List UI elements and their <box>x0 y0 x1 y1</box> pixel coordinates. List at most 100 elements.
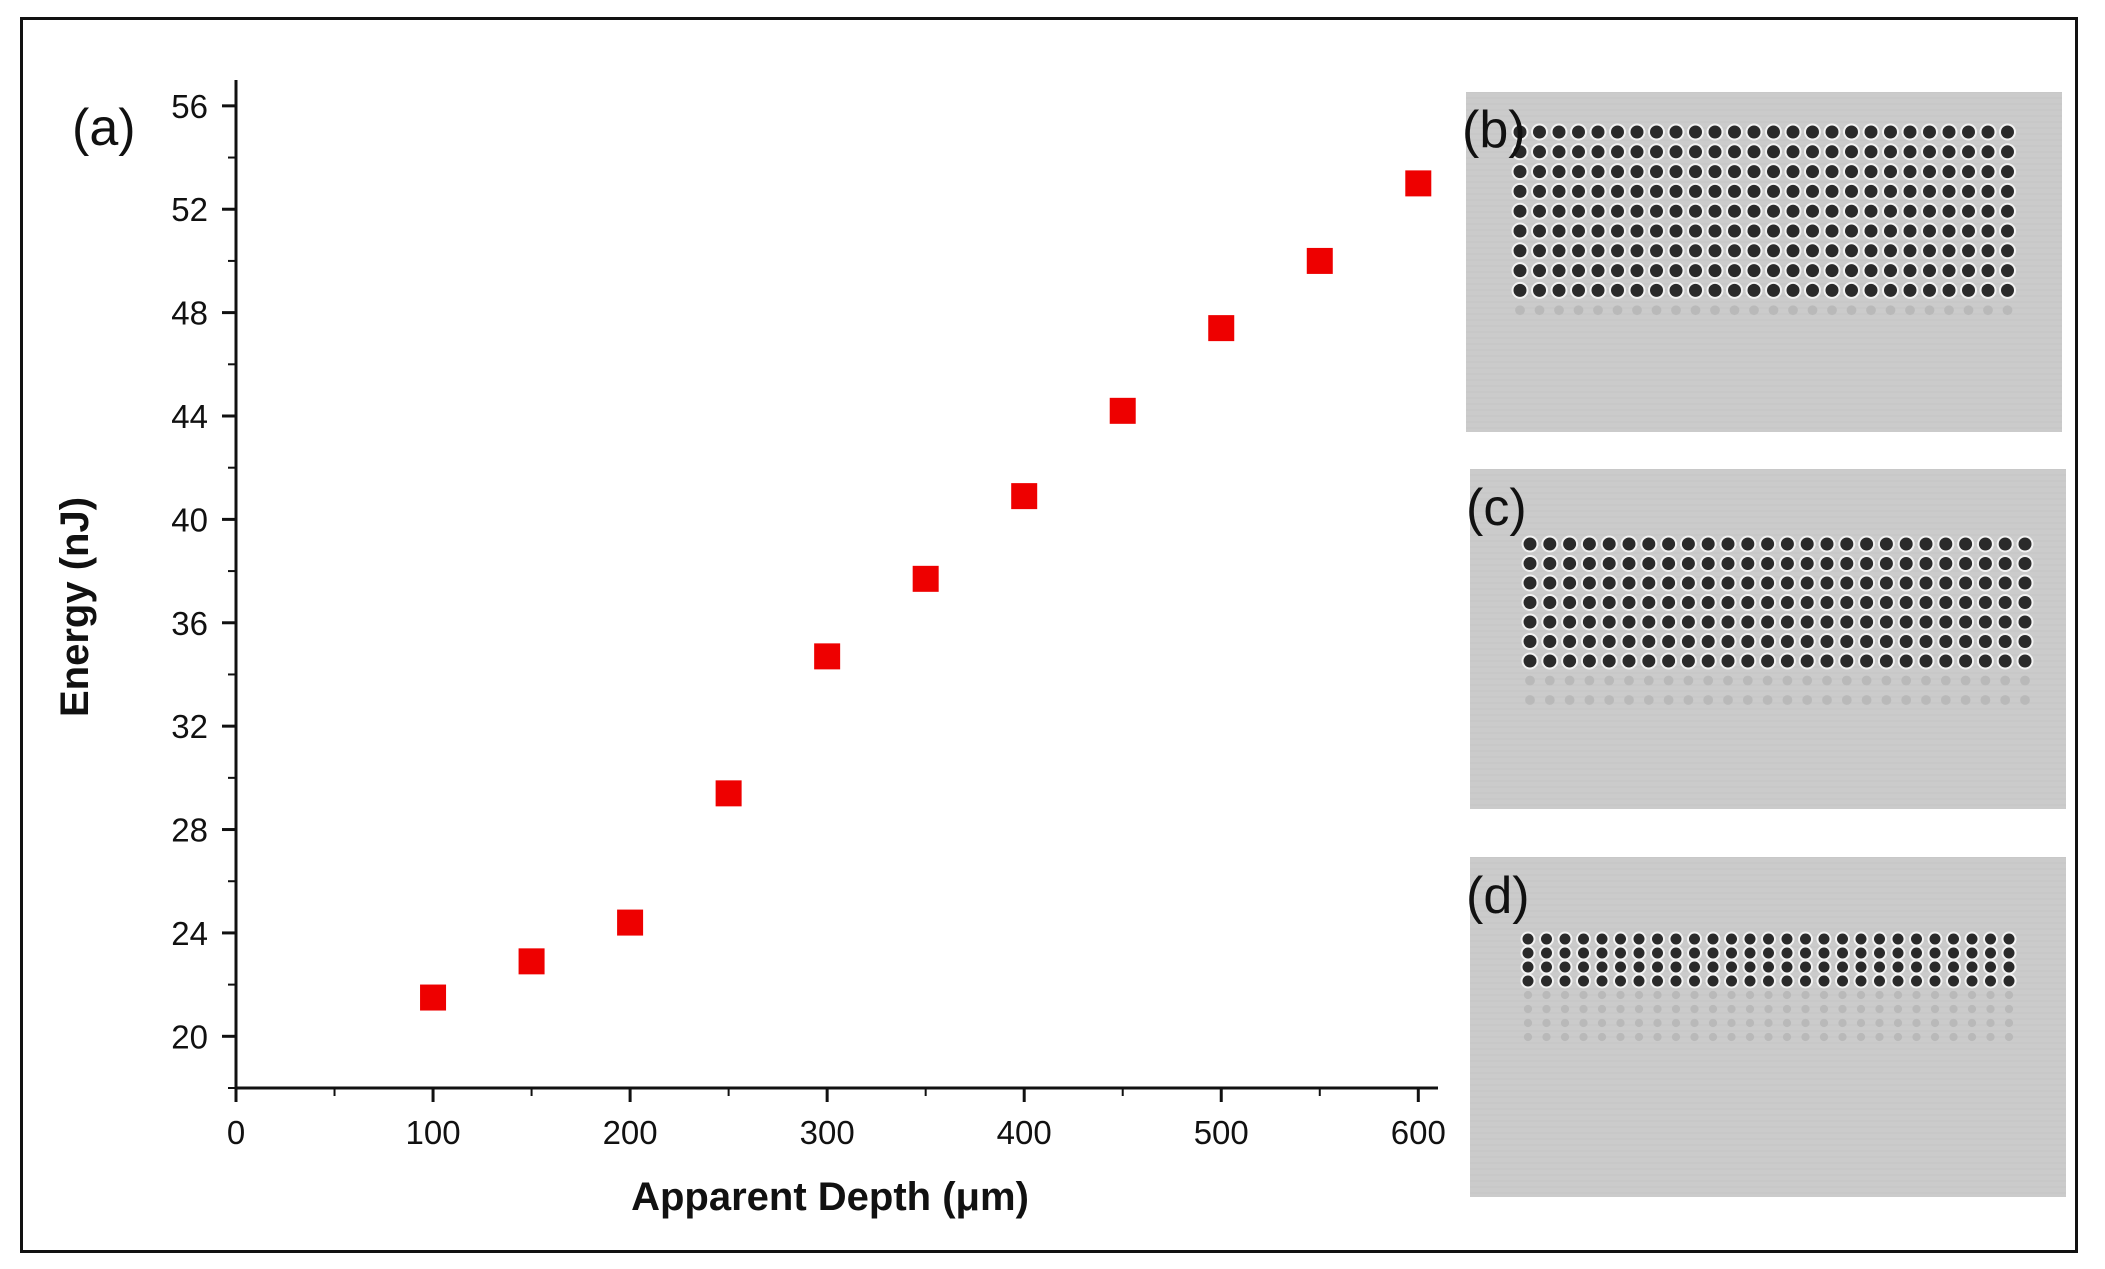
faint-void-dot <box>1612 305 1623 316</box>
faint-void-dot <box>1663 695 1674 705</box>
void-dot <box>1728 283 1741 297</box>
void-dot <box>1806 165 1819 179</box>
void-dot <box>1741 654 1755 668</box>
void-dot <box>1874 947 1885 959</box>
void-dot <box>1923 224 1936 238</box>
faint-void-dot <box>1690 1004 1699 1014</box>
faint-void-dot <box>1745 1032 1755 1042</box>
void-dot <box>1602 635 1616 648</box>
void-dot <box>1543 615 1557 629</box>
void-dot <box>1911 975 1922 987</box>
faint-void-dot <box>1764 1018 1773 1028</box>
y-tick-label: 28 <box>171 812 208 849</box>
void-dot <box>1708 283 1722 297</box>
void-dot <box>1681 615 1695 629</box>
void-dot <box>1669 283 1683 297</box>
void-dot <box>1662 615 1676 629</box>
faint-void-dot <box>1949 990 1958 1000</box>
faint-void-dot <box>1802 695 1813 705</box>
faint-void-dot <box>1523 1032 1533 1042</box>
faint-void-dot <box>1967 1018 1977 1028</box>
void-dot <box>1642 615 1656 629</box>
faint-void-dot <box>1846 305 1857 316</box>
void-dot <box>1744 933 1756 945</box>
void-dot <box>1650 264 1663 278</box>
void-dot <box>1998 615 2012 629</box>
void-dot <box>1820 537 1834 551</box>
void-dot <box>1602 576 1616 590</box>
void-dot <box>2001 283 2014 297</box>
void-dot <box>1800 654 1814 668</box>
void-dot <box>2001 224 2014 238</box>
void-dot <box>1559 933 1571 945</box>
void-dot <box>1903 244 1917 258</box>
void-dot <box>1689 933 1700 945</box>
void-dot <box>1611 125 1624 139</box>
void-dot <box>1959 557 1973 570</box>
faint-void-dot <box>1838 990 1847 1000</box>
faint-void-dot <box>1525 675 1535 686</box>
void-dot <box>1939 537 1953 551</box>
faint-void-dot <box>1653 1032 1662 1042</box>
micrograph-panel-c <box>1470 469 2066 809</box>
faint-void-dot <box>1963 305 1974 316</box>
faint-void-dot <box>1782 675 1793 686</box>
void-dot <box>1899 654 1913 668</box>
void-dot <box>1563 635 1577 648</box>
void-dot <box>1845 224 1858 238</box>
chart-ticks: 20 24 28 32 36 40 44 48 52 56 0 100 200 300 400 500 600 <box>171 88 1446 1151</box>
faint-void-dot <box>1554 305 1564 316</box>
void-dot <box>1615 933 1626 945</box>
void-dot <box>1726 933 1737 945</box>
faint-void-dot <box>1634 990 1644 1000</box>
faint-void-dot <box>1573 305 1584 316</box>
faint-void-dot <box>1634 1004 1644 1014</box>
void-dot <box>1825 165 1839 179</box>
void-dot <box>1543 635 1557 648</box>
void-dot <box>1523 557 1537 570</box>
void-dot <box>1669 224 1683 238</box>
faint-void-dot <box>1885 305 1896 316</box>
data-point <box>518 948 545 975</box>
faint-void-dot <box>1967 1004 1977 1014</box>
x-tick-label: 100 <box>406 1114 461 1151</box>
faint-void-dot <box>1856 1018 1866 1028</box>
faint-void-dot <box>1912 1004 1921 1014</box>
void-dot <box>1728 165 1741 179</box>
void-dot <box>1761 557 1775 570</box>
faint-void-dot <box>1579 1018 1588 1028</box>
void-dot <box>1563 557 1577 570</box>
panel-c-label: (c) <box>1466 479 1527 537</box>
void-dot <box>1701 596 1715 609</box>
faint-void-dot <box>1986 1032 1995 1042</box>
void-dot <box>1892 933 1904 945</box>
void-dot <box>1884 204 1897 218</box>
void-dot <box>1689 165 1702 179</box>
void-dot <box>1864 184 1878 198</box>
void-dot <box>1874 975 1885 987</box>
void-dot <box>1884 145 1897 159</box>
faint-void-dot <box>1944 305 1954 316</box>
void-dot <box>1522 933 1534 945</box>
void-dot <box>1962 184 1975 198</box>
void-dot <box>1681 576 1695 590</box>
void-dot <box>1929 933 1941 945</box>
void-dot <box>1582 596 1596 609</box>
void-dot <box>1669 244 1683 258</box>
void-array-image-c <box>1470 469 2066 809</box>
void-dot <box>1763 933 1774 945</box>
void-dot <box>1602 615 1616 629</box>
void-dot <box>1892 961 1904 973</box>
void-dot <box>1919 615 1933 629</box>
void-dot <box>1855 961 1867 973</box>
void-dot <box>2001 165 2014 179</box>
void-dot <box>1681 537 1695 551</box>
void-dot <box>1903 145 1917 159</box>
void-dot <box>1572 204 1585 218</box>
void-dot <box>1662 576 1676 590</box>
faint-void-dot <box>1861 695 1872 705</box>
void-dot <box>1582 557 1596 570</box>
faint-void-dot <box>1921 675 1931 686</box>
void-dot <box>1652 961 1663 973</box>
